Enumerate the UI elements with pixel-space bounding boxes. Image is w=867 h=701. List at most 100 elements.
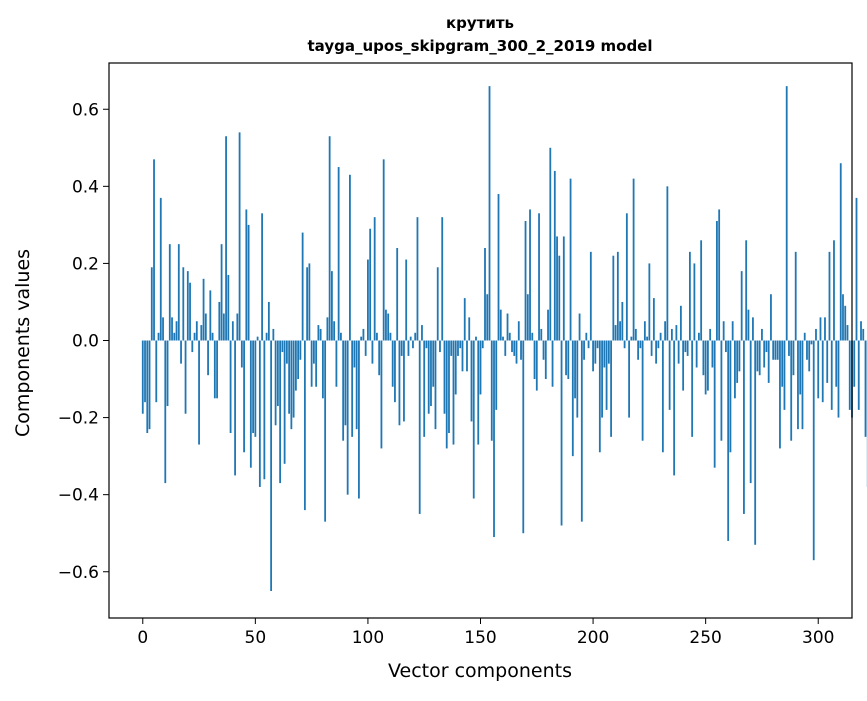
bar-18 [182, 267, 184, 340]
bar-29 [207, 341, 209, 376]
bar-166 [516, 341, 518, 364]
bar-15 [176, 321, 178, 340]
bar-50 [254, 341, 256, 437]
bar-56 [268, 302, 270, 341]
bar-5 [153, 159, 155, 340]
bar-45 [243, 341, 245, 453]
bar-192 [574, 341, 576, 399]
bar-167 [518, 321, 520, 340]
bar-138 [453, 341, 455, 445]
bar-272 [754, 341, 756, 545]
bar-165 [513, 341, 515, 356]
bar-252 [709, 329, 711, 341]
bar-46 [245, 209, 247, 340]
bar-149 [477, 341, 479, 445]
bar-173 [531, 333, 533, 341]
bar-156 [493, 341, 495, 538]
bar-8 [160, 198, 162, 341]
bar-151 [482, 341, 484, 349]
y-tick-label: 0.0 [72, 332, 99, 352]
bar-174 [534, 341, 536, 380]
bar-130 [435, 341, 437, 430]
bar-129 [432, 341, 434, 387]
bar-99 [365, 341, 367, 356]
bar-116 [403, 341, 405, 422]
bar-20 [187, 271, 189, 340]
bar-251 [707, 341, 709, 391]
bar-70 [299, 341, 301, 360]
bar-69 [297, 341, 299, 380]
y-tick-label: −0.2 [58, 409, 99, 429]
bar-43 [239, 132, 241, 340]
bar-236 [673, 341, 675, 476]
bar-153 [486, 294, 488, 340]
bar-268 [745, 240, 747, 340]
bar-139 [455, 341, 457, 395]
bar-94 [354, 341, 356, 368]
bar-98 [363, 329, 365, 341]
bar-155 [491, 341, 493, 441]
bar-212 [619, 321, 621, 340]
bar-221 [639, 341, 641, 349]
bar-260 [727, 341, 729, 541]
bar-256 [718, 209, 720, 340]
bar-283 [779, 341, 781, 449]
bar-186 [561, 341, 563, 526]
bar-118 [408, 341, 410, 356]
bar-127 [428, 341, 430, 414]
bar-142 [462, 341, 464, 372]
bar-226 [651, 341, 653, 356]
bar-164 [511, 341, 513, 353]
bar-215 [626, 213, 628, 340]
bar-320 [862, 329, 864, 341]
bar-249 [703, 341, 705, 376]
bar-310 [840, 163, 842, 340]
bar-41 [234, 341, 236, 476]
bar-78 [317, 325, 319, 340]
bar-309 [838, 341, 840, 418]
bar-134 [444, 341, 446, 414]
bar-91 [347, 341, 349, 495]
x-axis-label: Vector components [388, 660, 572, 682]
bar-201 [594, 341, 596, 364]
bar-109 [387, 314, 389, 341]
bar-199 [590, 252, 592, 341]
bar-128 [430, 341, 432, 407]
bar-124 [421, 325, 423, 340]
bar-314 [849, 341, 851, 410]
bar-154 [489, 86, 491, 340]
bar-102 [372, 341, 374, 364]
bar-210 [615, 325, 617, 340]
bar-27 [203, 279, 205, 341]
bar-133 [441, 217, 443, 340]
bar-205 [603, 341, 605, 368]
bar-313 [847, 325, 849, 340]
bar-233 [666, 186, 668, 340]
bar-160 [502, 337, 504, 341]
bar-117 [405, 260, 407, 341]
bar-64 [286, 341, 288, 364]
bar-150 [480, 341, 482, 395]
x-tick-label: 0 [137, 628, 148, 648]
bar-77 [315, 341, 317, 387]
x-tick-label: 150 [464, 628, 496, 648]
bar-223 [644, 321, 646, 340]
bar-161 [504, 341, 506, 356]
bar-10 [164, 341, 166, 484]
bar-93 [351, 341, 353, 437]
bar-60 [277, 341, 279, 407]
bar-63 [284, 341, 286, 464]
chart-title: крутить [446, 14, 514, 32]
bar-120 [412, 341, 414, 349]
bar-126 [426, 341, 428, 349]
bar-83 [329, 136, 331, 340]
x-tick-label: 300 [802, 628, 834, 648]
bar-61 [279, 341, 281, 484]
y-tick-label: −0.6 [58, 563, 99, 583]
bar-317 [856, 198, 858, 341]
bar-243 [689, 252, 691, 341]
bar-3 [149, 341, 151, 430]
bar-237 [675, 325, 677, 340]
bar-71 [302, 233, 304, 341]
bar-189 [567, 341, 569, 380]
